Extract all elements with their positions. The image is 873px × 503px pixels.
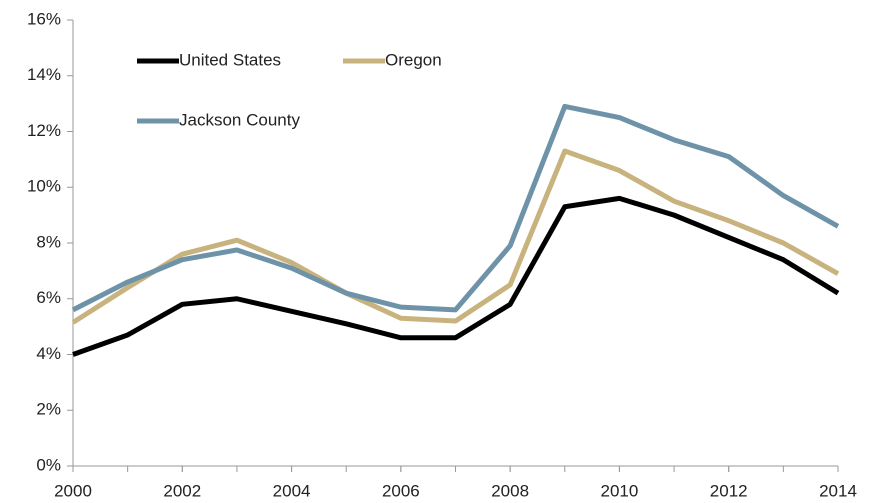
x-tick-label: 2008	[491, 481, 529, 500]
x-tick-label: 2004	[273, 481, 311, 500]
y-tick-label: 6%	[36, 288, 61, 307]
y-tick-label: 2%	[36, 400, 61, 419]
y-tick-label: 12%	[27, 121, 61, 140]
y-tick-label: 14%	[27, 65, 61, 84]
x-tick-label: 2014	[819, 481, 857, 500]
y-tick-label: 10%	[27, 177, 61, 196]
line	[71, 148, 840, 325]
x-tick-label: 2010	[601, 481, 639, 500]
x-tick-label: 2002	[163, 481, 201, 500]
legend-label: Oregon	[385, 50, 442, 69]
legend-label: Jackson County	[179, 110, 300, 129]
y-tick-label: 8%	[36, 232, 61, 251]
y-tick-label: 16%	[27, 9, 61, 28]
y-tick-label: 4%	[36, 344, 61, 363]
line	[71, 103, 840, 313]
x-tick-label: 2006	[382, 481, 420, 500]
legend-label: United States	[179, 50, 281, 69]
y-tick-label: 0%	[36, 455, 61, 474]
x-tick-label: 2000	[54, 481, 92, 500]
line	[72, 195, 840, 357]
x-tick-label: 2012	[710, 481, 748, 500]
